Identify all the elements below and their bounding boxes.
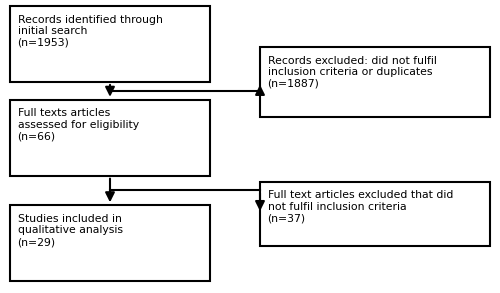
Bar — [260, 47, 490, 117]
Bar — [10, 205, 210, 281]
Text: Full texts articles
assessed for eligibility
(n=66): Full texts articles assessed for eligibi… — [18, 108, 138, 142]
Text: Studies included in
qualitative analysis
(n=29): Studies included in qualitative analysis… — [18, 214, 122, 247]
Text: Records identified through
initial search
(n=1953): Records identified through initial searc… — [18, 15, 163, 48]
Text: Records excluded: did not fulfil
inclusion criteria or duplicates
(n=1887): Records excluded: did not fulfil inclusi… — [268, 56, 436, 89]
Text: Full text articles excluded that did
not fulfil inclusion criteria
(n=37): Full text articles excluded that did not… — [268, 190, 453, 224]
Bar — [260, 182, 490, 246]
Bar — [10, 6, 210, 82]
Bar — [10, 100, 210, 176]
